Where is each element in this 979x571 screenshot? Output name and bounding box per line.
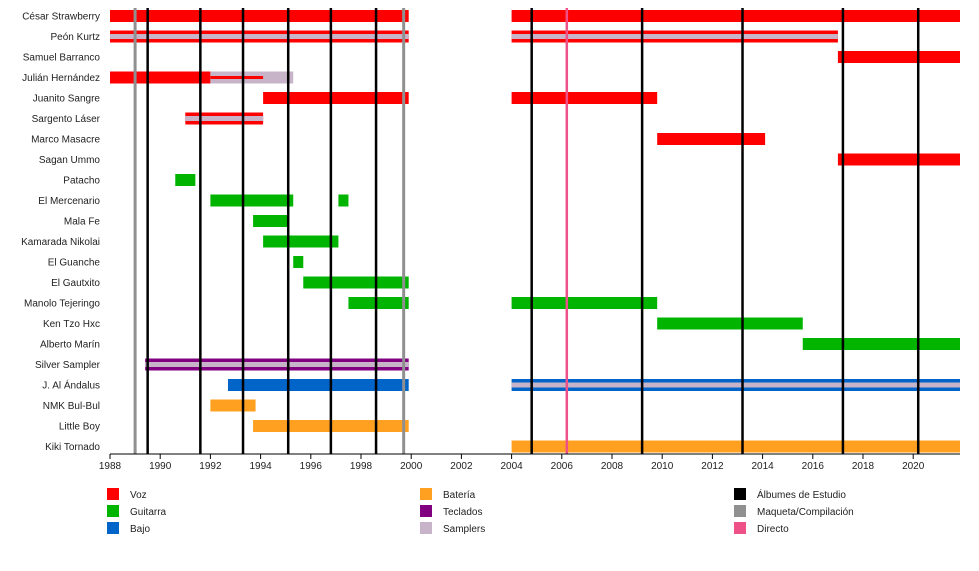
legend-swatch-directo — [734, 522, 746, 534]
member-label-el-guanche: El Guanche — [48, 258, 101, 269]
member-label-kiki-tornado: Kiki Tornado — [45, 442, 100, 453]
x-tick-label-2000: 2000 — [400, 461, 423, 472]
member-label-juanito-sangre: Juanito Sangre — [33, 94, 101, 105]
bar-stripe-peon-kurtz-2 — [511, 34, 838, 39]
member-label-peon-kurtz: Peón Kurtz — [51, 32, 100, 43]
member-label-mala-fe: Mala Fe — [64, 217, 101, 228]
x-tick-label-2016: 2016 — [802, 461, 825, 472]
event-lines — [133, 8, 920, 454]
bar-kiki-tornado-1 — [511, 440, 960, 453]
bar-manolo-tejeringo-2 — [511, 297, 658, 309]
bar-marco-masacre-1 — [657, 133, 766, 145]
bar-stripe-j-al-andalus-2 — [511, 382, 960, 388]
member-label-sagan-ummo: Sagan Ummo — [39, 155, 101, 166]
member-bars — [110, 10, 960, 453]
member-label-little-boy: Little Boy — [59, 422, 100, 433]
bar-alberto-marin-1 — [802, 338, 960, 350]
legend-label-maqueta: Maqueta/Compilación — [757, 507, 854, 518]
x-tick-label-1990: 1990 — [149, 461, 172, 472]
x-tick-label-2004: 2004 — [500, 461, 523, 472]
bar-nmk-bul-bul-1 — [210, 399, 256, 412]
member-label-el-mercenario: El Mercenario — [38, 196, 100, 207]
x-tick-label-2020: 2020 — [902, 461, 925, 472]
member-label-silver-sampler: Silver Sampler — [35, 360, 101, 371]
member-label-marco-masacre: Marco Masacre — [31, 135, 100, 146]
legend-label-directo: Directo — [757, 524, 789, 535]
x-tick-label-1998: 1998 — [350, 461, 373, 472]
bar-stripe-peon-kurtz-1 — [110, 34, 409, 39]
bar-juanito-sangre-2 — [511, 92, 658, 104]
bar-patacho-1 — [175, 174, 196, 186]
legend-swatch-bateria — [420, 488, 432, 500]
legend-label-bajo: Bajo — [130, 524, 150, 535]
member-label-patacho: Patacho — [63, 176, 100, 187]
legend-label-samplers: Samplers — [443, 524, 485, 535]
x-tick-label-1992: 1992 — [199, 461, 222, 472]
member-labels: César Strawberry Peón Kurtz Samuel Barranc… — [21, 12, 101, 454]
legend-swatch-maqueta — [734, 505, 746, 517]
bar-stripe-sargento-laser-1 — [185, 116, 264, 121]
legend-swatch-teclados — [420, 505, 432, 517]
bar-cesar-strawberry-1 — [110, 10, 409, 22]
legend-swatch-voz — [107, 488, 119, 500]
bar-j-al-andalus-1 — [227, 379, 409, 391]
legend-label-voz: Voz — [130, 490, 147, 501]
legend-label-guitarra: Guitarra — [130, 507, 167, 518]
member-label-el-gautxito: El Gautxito — [51, 278, 100, 289]
x-tick-label-1994: 1994 — [249, 461, 272, 472]
x-tick-label-2008: 2008 — [601, 461, 624, 472]
bar-el-guanche-1 — [293, 256, 304, 268]
bar-el-mercenario-2 — [338, 194, 349, 207]
member-label-alberto-marin: Alberto Marín — [40, 340, 100, 351]
legend-label-estudio: Álbumes de Estudio — [757, 488, 846, 501]
member-label-manolo-tejeringo: Manolo Tejeringo — [24, 299, 100, 310]
bar-mala-fe-1 — [253, 215, 289, 227]
x-tick-label-2014: 2014 — [751, 461, 774, 472]
x-tick-label-2018: 2018 — [852, 461, 875, 472]
legend-swatch-estudio — [734, 488, 746, 500]
legend-swatch-samplers — [420, 522, 432, 534]
member-label-julian-hernandez: Julián Hernández — [22, 73, 100, 84]
x-tick-label-1988: 1988 — [99, 461, 122, 472]
legend-label-bateria: Batería — [443, 490, 476, 501]
legend-label-teclados: Teclados — [443, 507, 482, 518]
legend: Voz Guitarra Bajo Batería Teclados Samplers Ál… — [107, 488, 854, 535]
bar-el-mercenario-1 — [210, 194, 294, 207]
bar-cesar-strawberry-2 — [511, 10, 960, 22]
bar-stripe-silver-sampler-1 — [145, 362, 409, 367]
bar-manolo-tejeringo-1 — [348, 297, 409, 309]
x-axis: 1988 1990 1992 1994 1996 1998 2000 2002 2004 2006… — [99, 453, 960, 472]
member-label-j-al-andalus: J. Al Ándalus — [42, 379, 100, 392]
member-label-ken-tzo-hxc: Ken Tzo Hxc — [43, 319, 100, 330]
member-label-samuel-barranco: Samuel Barranco — [23, 53, 101, 64]
member-label-nmk-bul-bul: NMK Bul-Bul — [43, 401, 100, 412]
bar-samuel-barranco-1 — [837, 51, 960, 63]
legend-swatch-bajo — [107, 522, 119, 534]
bar-ken-tzo-hxc-1 — [657, 317, 803, 330]
member-label-kamarada-nikolai: Kamarada Nikolai — [21, 237, 100, 248]
bar-sagan-ummo-1 — [837, 153, 960, 166]
x-tick-label-2002: 2002 — [450, 461, 473, 472]
legend-swatch-guitarra — [107, 505, 119, 517]
x-tick-label-2012: 2012 — [701, 461, 724, 472]
bar-julian-hernandez-1 — [110, 71, 211, 84]
bar-inner-julian-hernandez — [210, 76, 264, 79]
bar-el-gautxito-1 — [303, 276, 409, 289]
bar-kamarada-nikolai-1 — [263, 235, 339, 248]
x-tick-label-2006: 2006 — [551, 461, 574, 472]
member-label-cesar-strawberry: César Strawberry — [22, 12, 100, 23]
x-tick-label-2010: 2010 — [651, 461, 674, 472]
bar-juanito-sangre-1 — [263, 92, 409, 104]
member-label-sargento-laser: Sargento Láser — [32, 114, 101, 125]
x-tick-label-1996: 1996 — [300, 461, 323, 472]
